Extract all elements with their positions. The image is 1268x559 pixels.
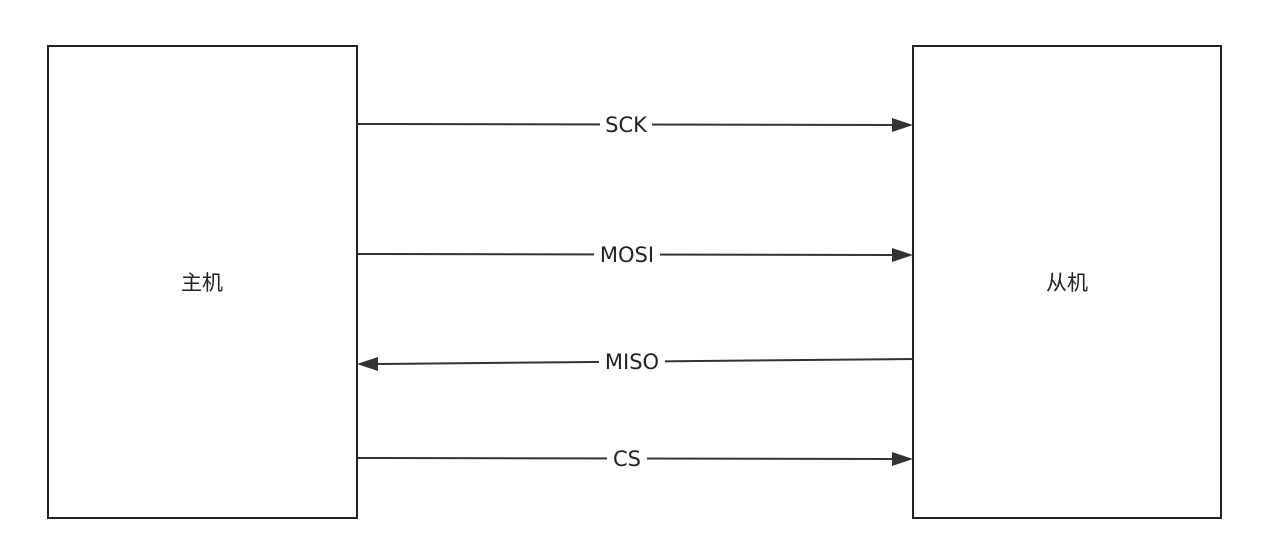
signal-cs: CS — [356, 446, 913, 472]
sck-label: SCK — [605, 113, 648, 137]
mosi-label-bg — [594, 242, 660, 268]
miso-label: MISO — [605, 350, 659, 374]
sck-label-bg — [600, 112, 652, 138]
master-box — [47, 45, 358, 519]
mosi-label: MOSI — [600, 243, 654, 267]
master-label: 主机 — [181, 271, 223, 295]
signal-miso: MISO — [357, 349, 914, 375]
slave-label: 从机 — [1046, 271, 1088, 295]
signal-sck: SCK — [356, 112, 913, 138]
miso-label-bg — [599, 349, 665, 375]
cs-label-bg — [607, 446, 647, 472]
miso-arrowhead — [357, 357, 378, 371]
master-node: 主机 — [47, 45, 358, 519]
sck-arrowhead — [892, 118, 913, 132]
cs-label: CS — [613, 447, 641, 471]
slave-node: 从机 — [912, 45, 1222, 519]
cs-arrowhead — [892, 452, 913, 466]
signal-mosi: MOSI — [356, 242, 913, 268]
slave-box — [912, 45, 1222, 519]
mosi-arrowhead — [892, 248, 913, 262]
